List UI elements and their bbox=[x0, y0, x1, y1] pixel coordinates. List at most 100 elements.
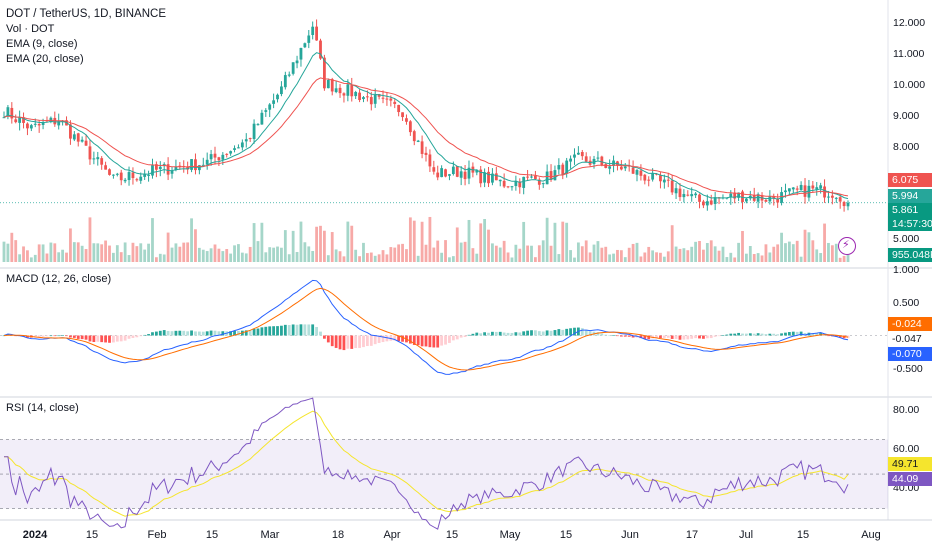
volume-bar bbox=[838, 257, 842, 262]
macd-histogram-bar bbox=[174, 330, 178, 336]
candle-body bbox=[354, 91, 358, 97]
candle-body bbox=[154, 164, 158, 170]
macd-signal-tag: -0.024 bbox=[888, 317, 932, 331]
ema9-study-label[interactable]: EMA (9, close) bbox=[6, 38, 78, 50]
macd-histogram-bar bbox=[557, 329, 561, 336]
macd-histogram-bar bbox=[432, 335, 436, 348]
macd-histogram-bar bbox=[596, 332, 600, 336]
candle-body bbox=[174, 166, 178, 170]
volume-study-label[interactable]: Vol · DOT bbox=[6, 23, 55, 35]
macd-histogram-bar bbox=[455, 335, 459, 340]
volume-bar bbox=[84, 249, 88, 262]
candle-body bbox=[662, 179, 666, 183]
macd-histogram-bar bbox=[299, 324, 303, 336]
candle-body bbox=[514, 180, 518, 187]
alert-flash-icon[interactable] bbox=[838, 237, 856, 255]
macd-line-tag: -0.070 bbox=[888, 347, 932, 361]
macd-histogram-bar bbox=[166, 330, 170, 336]
macd-histogram-bar bbox=[412, 335, 416, 345]
macd-histogram-bar bbox=[147, 334, 150, 336]
volume-bar bbox=[186, 242, 190, 262]
macd-histogram-bar bbox=[80, 335, 84, 340]
macd-line bbox=[3, 279, 849, 375]
candle-body bbox=[260, 112, 264, 125]
volume-bar bbox=[96, 243, 100, 262]
price-axis-label: 5.000 bbox=[893, 233, 920, 245]
macd-histogram-bar bbox=[244, 330, 248, 336]
candle-body bbox=[272, 100, 276, 104]
volume-bar bbox=[534, 257, 537, 262]
macd-histogram-bar bbox=[463, 335, 467, 337]
volume-bar bbox=[483, 219, 487, 262]
candle-body bbox=[412, 131, 416, 142]
volume-bar bbox=[780, 232, 783, 262]
macd-histogram-bar bbox=[135, 335, 139, 338]
ema20-study-label[interactable]: EMA (20, close) bbox=[6, 53, 84, 65]
candle-body bbox=[764, 199, 768, 202]
candle-body bbox=[53, 117, 57, 125]
volume-bar bbox=[717, 250, 721, 262]
candle-body bbox=[713, 197, 717, 204]
volume-bar bbox=[729, 252, 733, 262]
macd-histogram-bar bbox=[237, 330, 240, 336]
volume-bar bbox=[592, 244, 596, 262]
macd-histogram-bar bbox=[346, 335, 350, 349]
volume-bar bbox=[635, 242, 639, 262]
candle-body bbox=[131, 172, 135, 179]
macd-histogram-bar bbox=[338, 335, 342, 350]
price-axis-label: 12.000 bbox=[893, 17, 926, 29]
candle-body bbox=[455, 166, 459, 177]
candle-body bbox=[584, 156, 588, 162]
candle-body bbox=[729, 193, 733, 198]
volume-bar bbox=[326, 255, 330, 262]
candle-body bbox=[545, 171, 549, 185]
volume-bar bbox=[365, 253, 369, 262]
macd-histogram-bar bbox=[498, 331, 502, 336]
macd-histogram-bar bbox=[158, 330, 162, 336]
volume-bar bbox=[330, 232, 334, 262]
macd-histogram-bar bbox=[608, 335, 612, 337]
macd-histogram-bar bbox=[119, 335, 123, 342]
candle-body bbox=[510, 186, 514, 188]
macd-histogram-bar bbox=[815, 333, 819, 336]
rsi-ma-tag: 49.71 bbox=[888, 457, 932, 471]
candle-body bbox=[815, 187, 819, 190]
volume-bar bbox=[342, 256, 346, 262]
candle-body bbox=[194, 159, 197, 171]
volume-bar bbox=[194, 229, 197, 262]
macd-histogram-bar bbox=[65, 335, 68, 337]
rsi-value-tag: 44.09 bbox=[888, 472, 932, 486]
macd-histogram-bar bbox=[311, 324, 315, 336]
macd-histogram-bar bbox=[108, 335, 111, 343]
volume-bar bbox=[569, 250, 572, 262]
macd-histogram-bar bbox=[151, 332, 154, 336]
macd-histogram-bar bbox=[104, 335, 107, 343]
volume-bar bbox=[6, 243, 10, 262]
candle-body bbox=[553, 170, 557, 181]
macd-histogram-bar bbox=[530, 330, 533, 336]
macd-histogram-bar bbox=[565, 328, 569, 336]
macd-histogram-bar bbox=[459, 335, 463, 338]
macd-histogram-bar bbox=[709, 335, 713, 339]
candle-body bbox=[338, 87, 342, 94]
volume-bar bbox=[65, 252, 68, 262]
candle-body bbox=[440, 168, 444, 178]
candle-body bbox=[772, 196, 776, 199]
macd-histogram-bar bbox=[420, 335, 424, 347]
rsi-pane-label[interactable]: RSI (14, close) bbox=[6, 402, 79, 414]
candle-body bbox=[451, 166, 455, 174]
candle-body bbox=[827, 196, 830, 198]
symbol-title[interactable]: DOT / TetherUS, 1D, BINANCE bbox=[6, 8, 166, 20]
volume-bar bbox=[588, 252, 592, 262]
candle-body bbox=[18, 117, 22, 123]
candle-body bbox=[842, 202, 846, 207]
macd-histogram-bar bbox=[362, 335, 365, 348]
volume-bar bbox=[233, 245, 236, 262]
candle-body bbox=[252, 123, 256, 140]
candle-body bbox=[651, 173, 655, 180]
macd-pane-label[interactable]: MACD (12, 26, close) bbox=[6, 273, 112, 285]
macd-histogram-bar bbox=[178, 330, 182, 336]
candle-body bbox=[741, 191, 744, 202]
volume-bar bbox=[112, 252, 115, 262]
